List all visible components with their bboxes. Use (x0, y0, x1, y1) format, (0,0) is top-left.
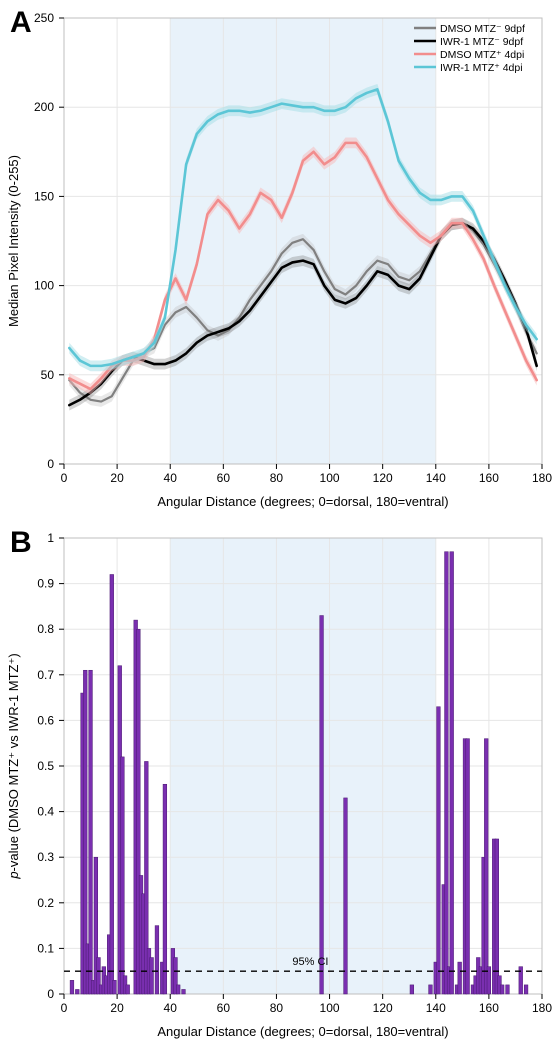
p-value-bar (155, 926, 159, 994)
x-tick-label: 100 (320, 471, 340, 485)
x-tick-label: 120 (373, 471, 393, 485)
x-tick-label: 180 (532, 1001, 552, 1015)
y-tick-label: 0.6 (37, 713, 54, 727)
p-value-bar (126, 985, 130, 994)
x-tick-label: 40 (164, 471, 178, 485)
y-tick-label: 0.5 (37, 759, 54, 773)
x-tick-label: 0 (61, 471, 68, 485)
x-tick-label: 120 (373, 1001, 393, 1015)
x-tick-label: 60 (217, 471, 231, 485)
p-value-bar (484, 739, 488, 994)
x-axis-label: Angular Distance (degrees; 0=dorsal, 180… (157, 494, 448, 509)
y-tick-label: 0.8 (37, 622, 54, 636)
p-value-bar (182, 989, 186, 994)
p-value-bar (70, 980, 74, 994)
ci-label: 95% CI (292, 956, 328, 968)
p-value-bar (163, 784, 167, 994)
legend-item-label: DMSO MTZ⁻ 9dpf (440, 23, 525, 35)
p-value-bar (150, 958, 154, 994)
x-tick-label: 140 (426, 1001, 446, 1015)
x-tick-label: 160 (479, 1001, 499, 1015)
p-value-bar (429, 985, 433, 994)
p-value-bar (450, 552, 454, 994)
y-tick-label: 100 (34, 279, 54, 293)
x-tick-label: 80 (270, 471, 284, 485)
p-value-bar (121, 757, 125, 994)
p-value-bar (445, 552, 449, 994)
y-tick-label: 0.7 (37, 668, 54, 682)
panel-b-chart: 95% CI 0 20 40 60 80 100 120 140 160 180 0 0.1 0.2 0.3… (0, 520, 560, 1050)
x-tick-label: 20 (110, 471, 124, 485)
p-value-bar (437, 707, 441, 994)
x-tick-label: 20 (110, 1001, 124, 1015)
y-tick-label: 0.9 (37, 577, 54, 591)
p-value-bar (176, 985, 180, 994)
panel-a: A 02040608010012014016018005010015020025… (0, 0, 560, 520)
x-tick-label: 60 (217, 1001, 231, 1015)
y-tick-label: 200 (34, 100, 54, 114)
y-tick-label: 0.2 (37, 896, 54, 910)
y-axis-label: Median Pixel Intensity (0-255) (6, 155, 21, 327)
y-tick-label: 1 (47, 531, 54, 545)
panel-b: B 95% CI 0 20 40 60 80 100 120 140 160 180 0 0.1 0.2 0… (0, 520, 560, 1050)
x-tick-label: 160 (479, 471, 499, 485)
p-value-bar (75, 989, 79, 994)
p-value-bar (344, 798, 348, 994)
y-tick-label: 0.1 (37, 941, 54, 955)
legend-item-label: DMSO MTZ⁺ 4dpi (440, 49, 524, 61)
x-tick-label: 140 (426, 471, 446, 485)
legend-item-label: IWR-1 MTZ⁺ 4dpi (440, 62, 523, 74)
x-tick-label: 0 (61, 1001, 68, 1015)
p-value-bar (320, 616, 324, 994)
y-tick-label: 150 (34, 189, 54, 203)
y-tick-label: 250 (34, 11, 54, 25)
y-tick-label: 0.4 (37, 805, 54, 819)
y-tick-label: 0 (47, 987, 54, 1001)
p-value-bar (110, 574, 114, 994)
panel-a-label: A (10, 6, 32, 40)
y-axis-label: p-value (DMSO MTZ⁺ vs IWR-1 MTZ⁺) (6, 653, 21, 879)
p-value-bar (113, 980, 117, 994)
y-tick-label: 0.3 (37, 850, 54, 864)
panel-a-chart: 020406080100120140160180050100150200250A… (0, 0, 560, 520)
p-value-bar (410, 985, 414, 994)
x-tick-label: 100 (320, 1001, 340, 1015)
x-tick-label: 180 (532, 471, 552, 485)
p-value-bar (506, 985, 510, 994)
panel-b-label: B (10, 526, 32, 560)
x-tick-label: 80 (270, 1001, 284, 1015)
y-tick-label: 50 (41, 368, 55, 382)
p-value-bar (466, 739, 470, 994)
p-value-bar (524, 985, 528, 994)
x-axis-label: Angular Distance (degrees; 0=dorsal, 180… (157, 1024, 448, 1039)
p-value-bar (89, 670, 93, 994)
y-tick-label: 0 (47, 457, 54, 471)
p-value-bar (500, 985, 504, 994)
x-tick-label: 40 (164, 1001, 178, 1015)
p-value-bar (458, 962, 462, 994)
legend-item-label: IWR-1 MTZ⁻ 9dpf (440, 36, 523, 48)
